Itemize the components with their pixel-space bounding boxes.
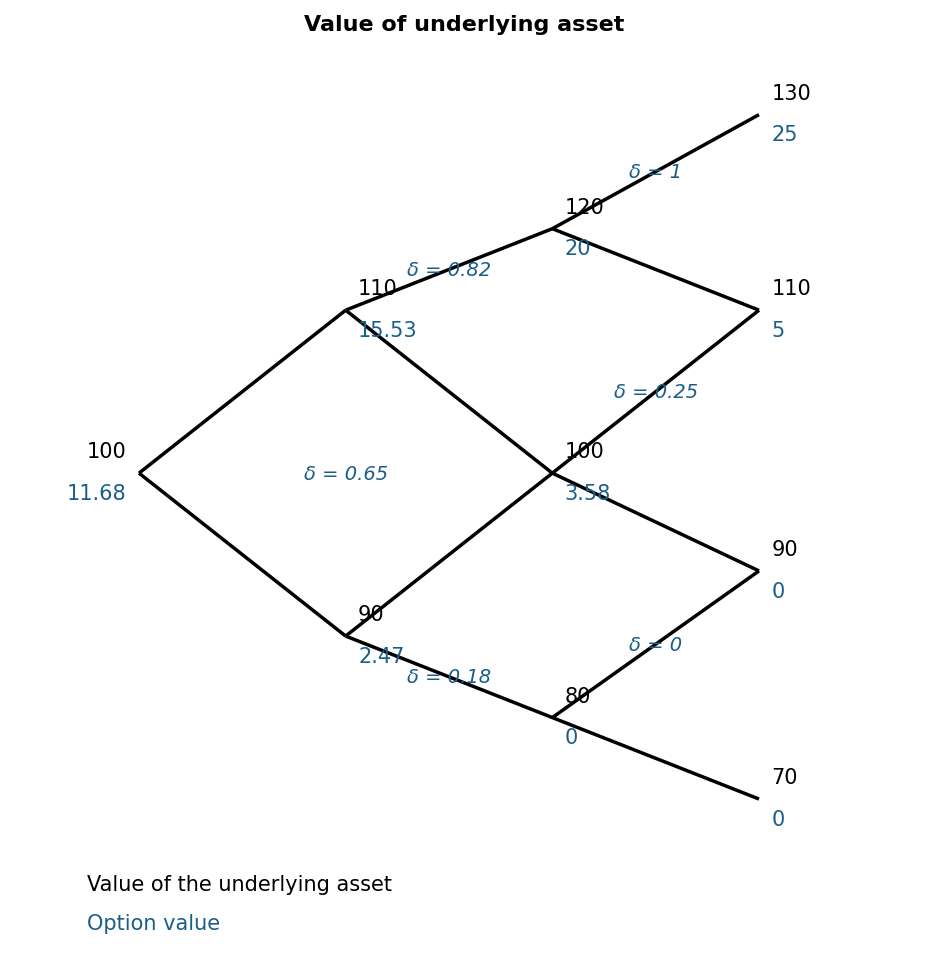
Text: Option value: Option value [87, 913, 220, 933]
Title: Value of underlying asset: Value of underlying asset [304, 15, 624, 35]
Text: 5: 5 [770, 320, 784, 341]
Text: 70: 70 [770, 768, 797, 787]
Text: 0: 0 [564, 728, 577, 747]
Text: 90: 90 [357, 605, 384, 624]
Text: 100: 100 [86, 442, 126, 462]
Text: 90: 90 [770, 539, 797, 560]
Text: 3.58: 3.58 [564, 484, 611, 503]
Text: δ = 1: δ = 1 [628, 163, 681, 182]
Text: 20: 20 [564, 239, 590, 259]
Text: 100: 100 [564, 442, 604, 462]
Text: 2.47: 2.47 [357, 646, 404, 666]
Text: δ = 0: δ = 0 [628, 635, 681, 654]
Text: 11.68: 11.68 [67, 484, 126, 503]
Text: 25: 25 [770, 125, 797, 146]
Text: 15.53: 15.53 [357, 320, 418, 341]
Text: 120: 120 [564, 197, 604, 218]
Text: δ = 0.65: δ = 0.65 [303, 464, 387, 484]
Text: 0: 0 [770, 581, 784, 601]
Text: 80: 80 [564, 686, 590, 706]
Text: 110: 110 [770, 279, 810, 299]
Text: 130: 130 [770, 84, 810, 104]
Text: 110: 110 [357, 279, 397, 299]
Text: Value of the underlying asset: Value of the underlying asset [87, 873, 392, 894]
Text: 0: 0 [770, 809, 784, 828]
Text: δ = 0.18: δ = 0.18 [406, 667, 491, 687]
Text: δ = 0.25: δ = 0.25 [612, 383, 697, 402]
Text: δ = 0.82: δ = 0.82 [406, 261, 491, 279]
